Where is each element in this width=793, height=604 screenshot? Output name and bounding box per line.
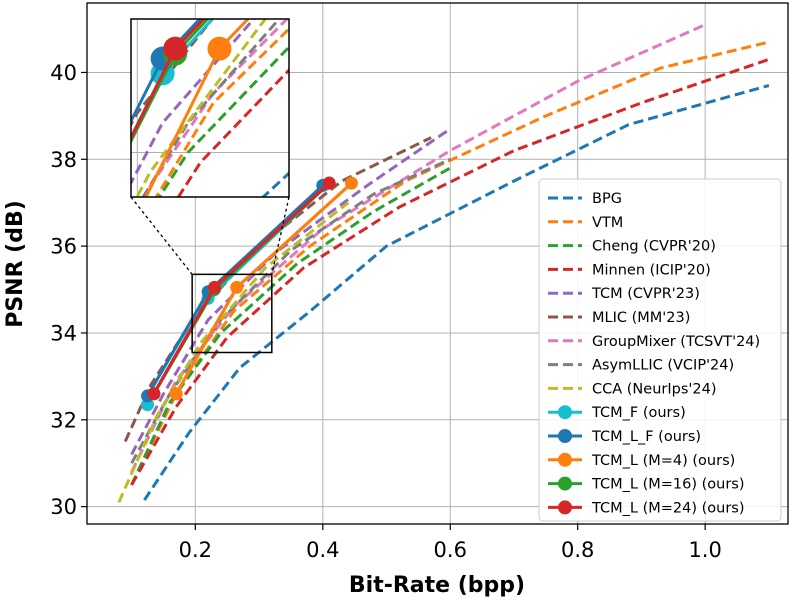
legend-marker-tcm-l-m-16-ours bbox=[558, 476, 572, 491]
x-tick-label: 0.4 bbox=[306, 538, 339, 562]
inset-frame bbox=[130, 18, 290, 198]
legend-label-tcm-l-m-24-ours: TCM_L (M=24) (ours) bbox=[591, 500, 745, 516]
zoom-connector-left bbox=[130, 196, 193, 275]
legend-label-cheng-cvpr-20: Cheng (CVPR'20) bbox=[592, 239, 716, 255]
y-axis-title: PSNR (dB) bbox=[3, 200, 28, 328]
legend-label-tcm-cvpr-23: TCM (CVPR'23) bbox=[591, 286, 700, 302]
x-axis-title: Bit-Rate (bpp) bbox=[349, 573, 525, 598]
legend-label-asymllic-vcip-24: AsymLLIC (VCIP'24) bbox=[592, 358, 734, 374]
y-tick-label: 34 bbox=[50, 321, 77, 345]
legend-label-tcm-l-m-16-ours: TCM_L (M=16) (ours) bbox=[591, 477, 745, 493]
inset-data-point-tcm-l-m-4-ours bbox=[87, 279, 111, 303]
data-point-tcm-l-m-4-ours bbox=[230, 280, 244, 294]
data-point-tcm-l-m-24-ours bbox=[147, 387, 161, 401]
data-point-tcm-l-m-24-ours bbox=[322, 176, 336, 190]
zoom-indicator bbox=[130, 196, 290, 354]
legend-marker-tcm-l-m-4-ours bbox=[558, 452, 572, 467]
inset-zoom bbox=[31, 18, 290, 308]
zoom-region-box bbox=[191, 273, 273, 354]
inset-data-point-tcm-l-f-ours bbox=[31, 284, 55, 308]
data-point-tcm-l-m-4-ours bbox=[344, 176, 358, 190]
legend-label-groupmixer-tcsvt-24: GroupMixer (TCSVT'24) bbox=[592, 334, 760, 350]
legend-label-mlic-mm-23: MLIC (MM'23) bbox=[592, 310, 690, 326]
legend-label-vtm: VTM bbox=[592, 215, 623, 231]
series-line-groupmixer-tcsvt-24 bbox=[130, 23, 706, 473]
y-tick-label: 38 bbox=[50, 148, 77, 172]
series-line-vtm bbox=[130, 40, 770, 486]
series-line-tcm-cvpr-23 bbox=[130, 127, 452, 456]
series-line-cheng-cvpr-20 bbox=[130, 166, 451, 486]
inset-data-point-tcm-l-m-24-ours bbox=[163, 36, 188, 61]
legend-label-tcm-l-m-4-ours: TCM_L (M=4) (ours) bbox=[591, 453, 735, 469]
y-tick-label: 40 bbox=[50, 61, 77, 85]
series-line-bpg bbox=[143, 84, 770, 501]
legend-box bbox=[538, 178, 782, 522]
x-tick-label: 0.6 bbox=[434, 538, 467, 562]
legend-marker-tcm-l-f-ours bbox=[558, 429, 572, 443]
inset-data-point-tcm-l-m-24-ours bbox=[43, 279, 67, 303]
legend-label-minnen-icip-20: Minnen (ICIP'20) bbox=[592, 262, 711, 278]
series-line-minnen-icip-20 bbox=[130, 57, 770, 486]
zoom-connector-right bbox=[271, 196, 290, 275]
legend-marker-tcm-f-ours bbox=[558, 405, 572, 420]
y-tick-label: 36 bbox=[50, 235, 77, 259]
legend: BPG VTM Cheng (CVPR'20) Minnen (ICIP'20) TCM… bbox=[538, 178, 782, 522]
y-tick-label: 32 bbox=[50, 408, 77, 432]
legend-label-bpg: BPG bbox=[592, 191, 622, 207]
legend-label-tcm-f-ours: TCM_F (ours) bbox=[591, 405, 686, 421]
axis-ticks: 0.2 0.4 0.6 0.8 1.0 30 32 34 36 38 40 bbox=[50, 61, 722, 562]
inset-series-line-mlic-mm-23 bbox=[131, 19, 215, 128]
series-layer bbox=[117, 23, 770, 503]
x-tick-label: 1.0 bbox=[688, 538, 721, 562]
x-tick-label: 0.2 bbox=[179, 538, 212, 562]
inset-plot-area bbox=[31, 19, 289, 308]
data-point-tcm-l-m-24-ours bbox=[207, 280, 221, 294]
series-line-cca-neurips-24 bbox=[117, 201, 350, 503]
legend-label-cca-neurips-24: CCA (NeurIps'24) bbox=[592, 381, 716, 397]
data-point-tcm-l-m-4-ours bbox=[169, 387, 183, 401]
x-tick-label: 0.8 bbox=[561, 538, 594, 562]
plot-frame bbox=[86, 2, 789, 525]
legend-label-tcm-l-f-ours: TCM_L_F (ours) bbox=[591, 429, 701, 445]
legend-marker-tcm-l-m-24-ours bbox=[558, 500, 572, 515]
inset-data-point-tcm-l-m-4-ours bbox=[207, 36, 232, 61]
inset-series-line-cheng-cvpr-20 bbox=[157, 44, 289, 197]
y-tick-label: 30 bbox=[50, 495, 77, 519]
inset-data-point-tcm-l-m-16-ours bbox=[43, 279, 67, 303]
